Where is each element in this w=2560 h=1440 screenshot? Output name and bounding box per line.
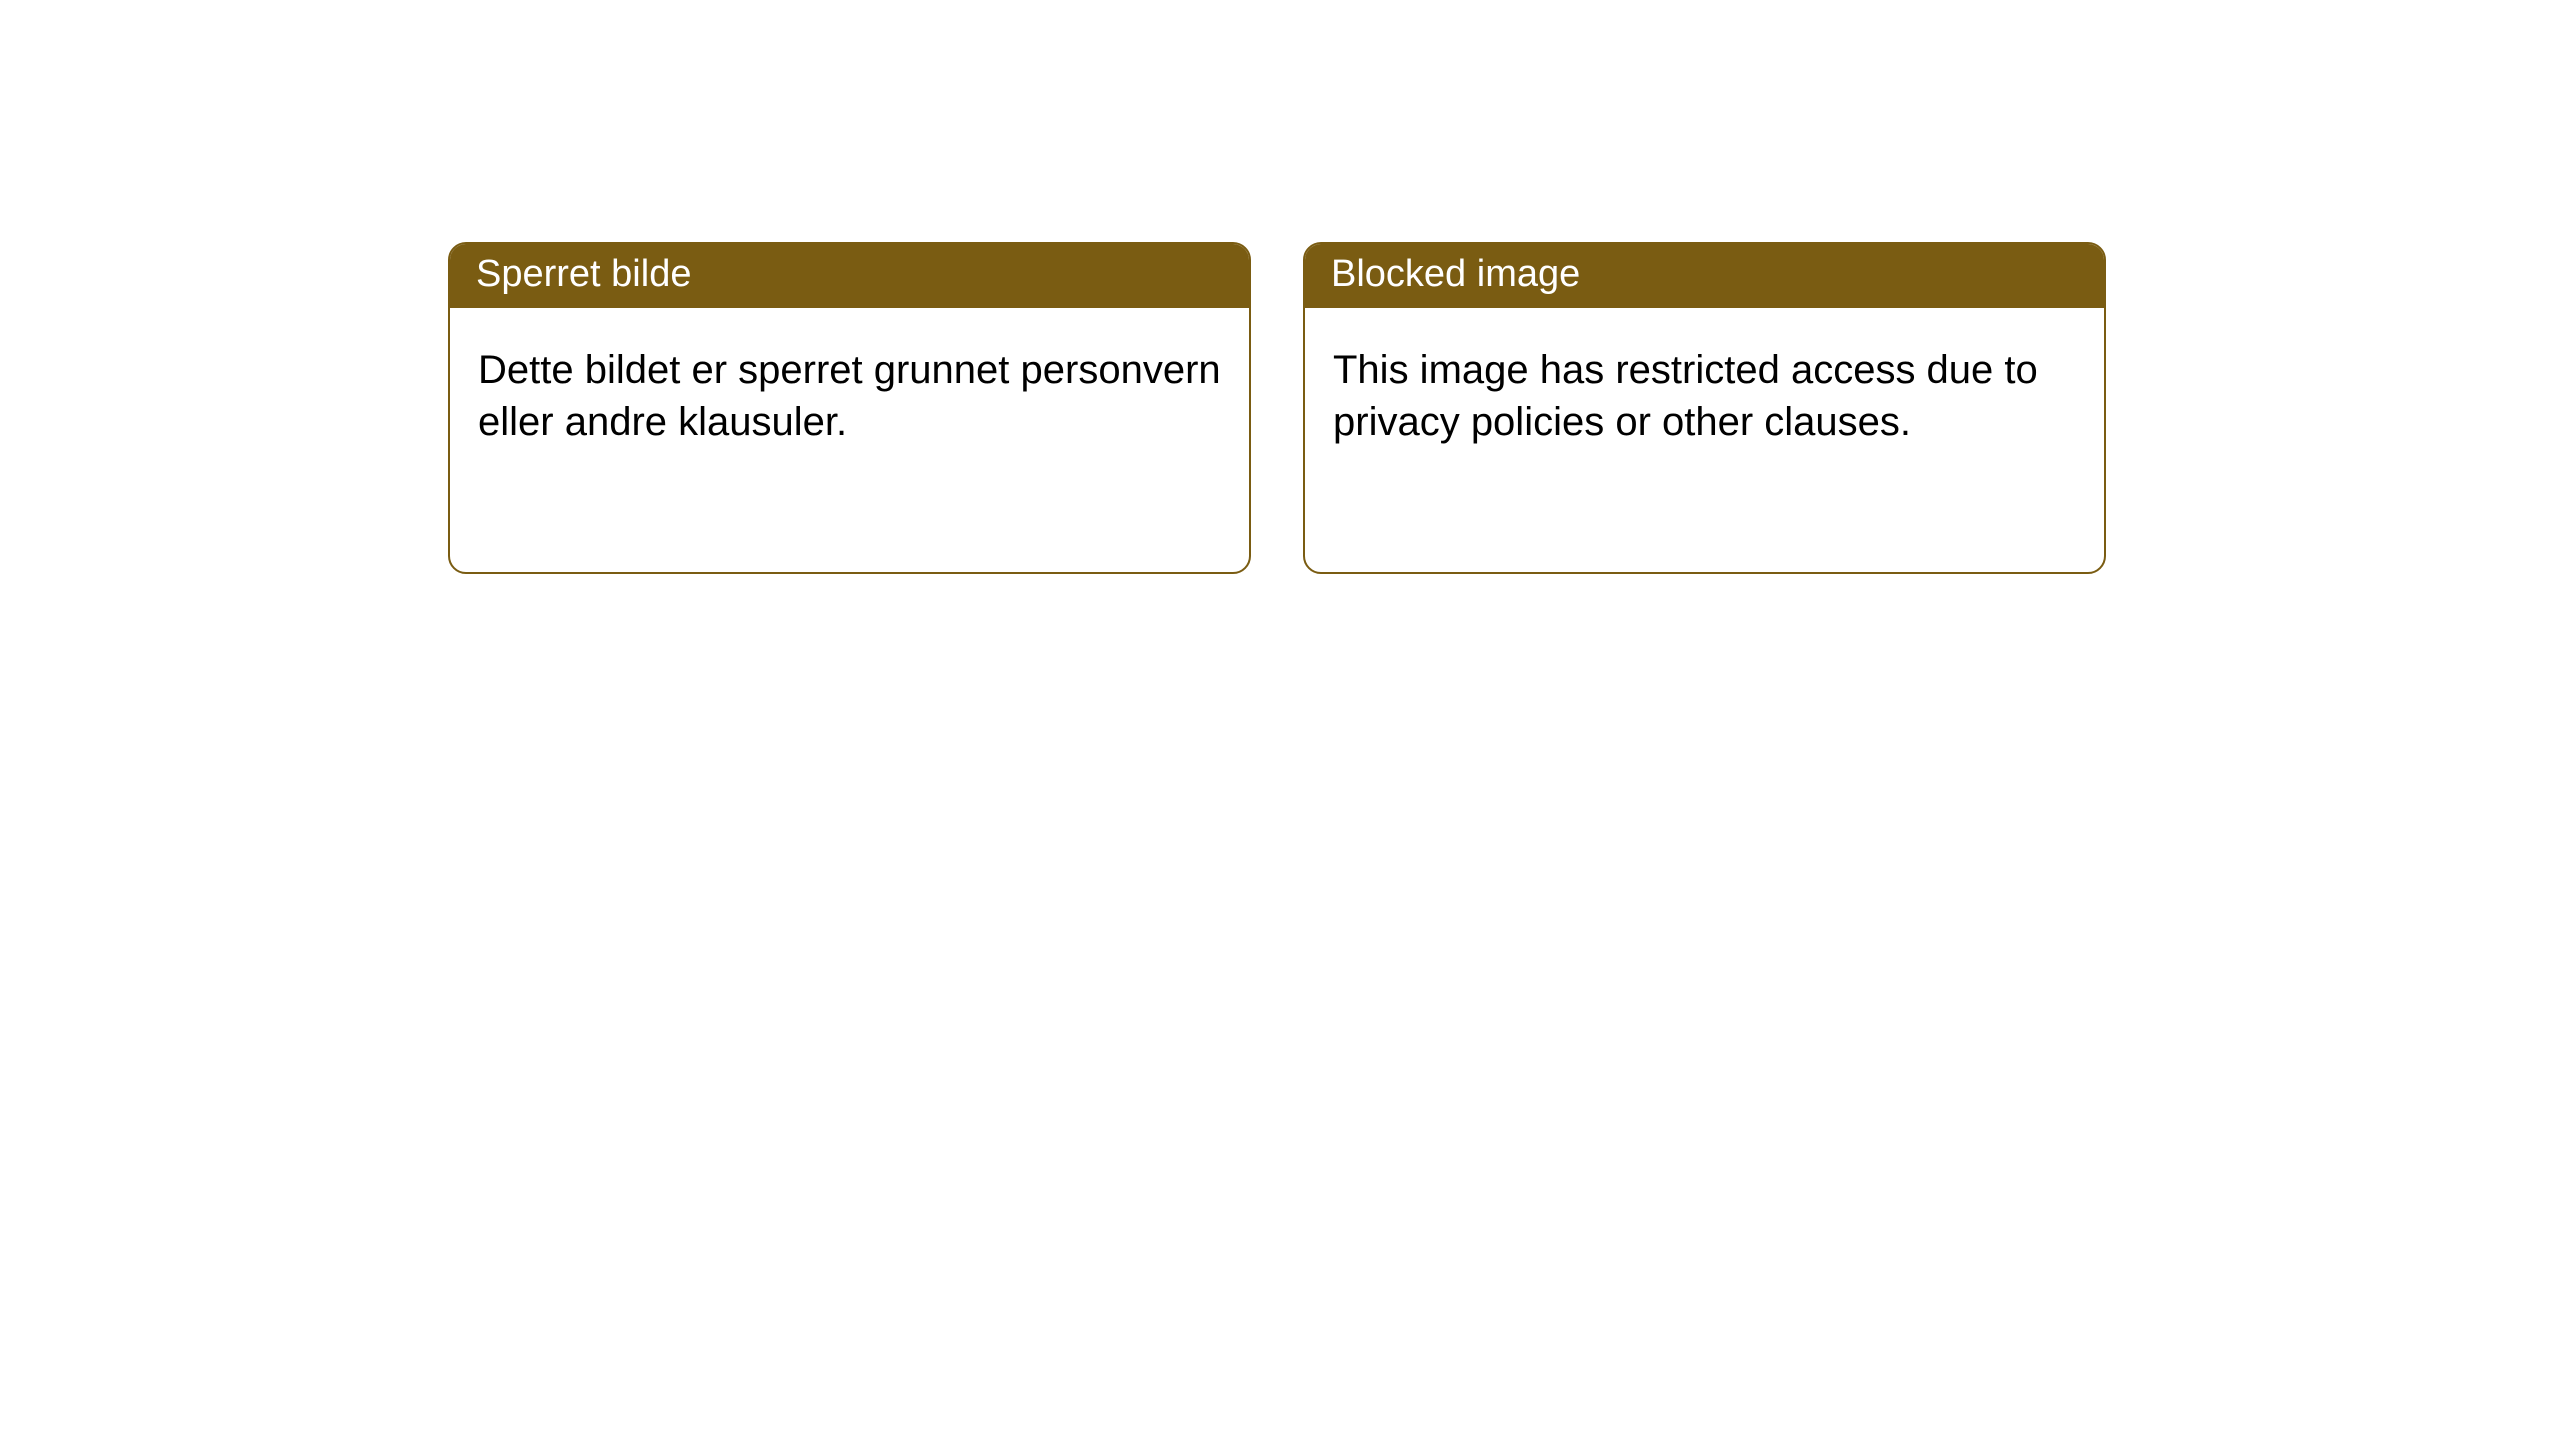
card-header: Blocked image [1305,244,2104,308]
card-body-text: This image has restricted access due to … [1333,348,2038,444]
notice-card-norwegian: Sperret bilde Dette bildet er sperret gr… [448,242,1251,574]
card-title: Blocked image [1331,253,1580,295]
card-body: This image has restricted access due to … [1305,308,2104,472]
card-header: Sperret bilde [450,244,1249,308]
notice-container: Sperret bilde Dette bildet er sperret gr… [0,0,2560,574]
card-body: Dette bildet er sperret grunnet personve… [450,308,1249,472]
card-title: Sperret bilde [476,253,691,295]
notice-card-english: Blocked image This image has restricted … [1303,242,2106,574]
card-body-text: Dette bildet er sperret grunnet personve… [478,348,1221,444]
